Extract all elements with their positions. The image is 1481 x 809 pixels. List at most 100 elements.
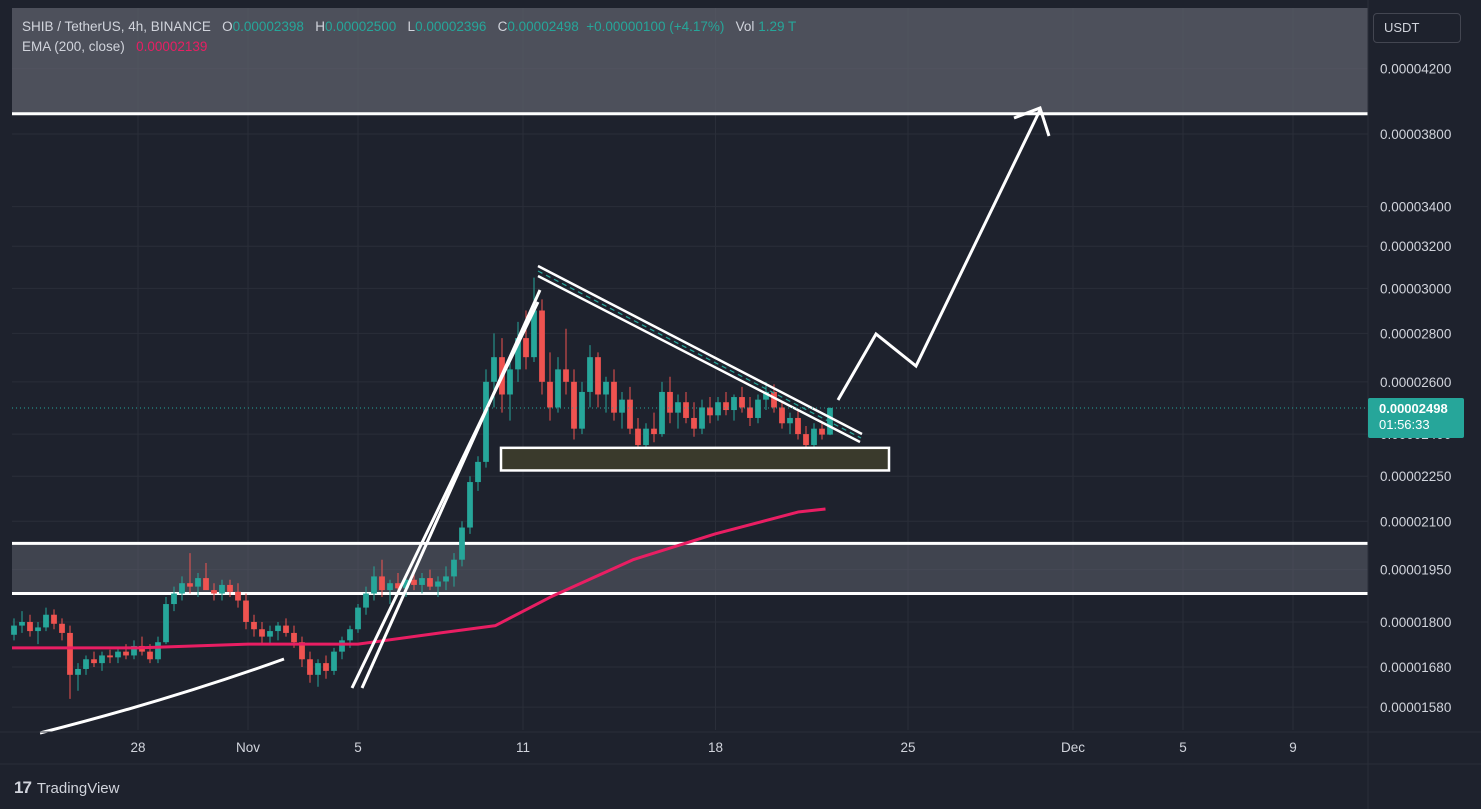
candle-body	[67, 632, 73, 675]
candle-body	[259, 629, 265, 637]
x-tick-label: Dec	[1061, 740, 1085, 755]
candle-body	[187, 583, 193, 587]
candle-body	[203, 578, 209, 591]
y-tick-label: 0.00002100	[1380, 514, 1451, 529]
candle-body	[163, 604, 169, 643]
candle-body	[443, 576, 449, 582]
candle-body	[827, 407, 833, 435]
candle-body	[83, 659, 89, 669]
tradingview-logo[interactable]: 17 TradingView	[14, 777, 119, 799]
descending-trendline-center	[537, 270, 862, 439]
candle-body	[11, 625, 17, 635]
currency-button[interactable]: USDT	[1373, 13, 1461, 43]
candle-body	[635, 428, 641, 446]
candle-body	[131, 645, 137, 656]
candle-body	[123, 651, 129, 656]
candle-body	[43, 614, 49, 628]
legend-low-value: 0.00002396	[415, 19, 487, 34]
candle-body	[243, 600, 249, 622]
candle-body	[179, 583, 185, 594]
x-tick-label: 9	[1289, 740, 1297, 755]
candle-body	[235, 591, 241, 601]
candle-body	[451, 559, 457, 577]
candle-body	[731, 397, 737, 411]
candle-body	[171, 593, 177, 605]
tradingview-logo-mark: 17	[14, 778, 32, 797]
support-zone	[12, 543, 1368, 594]
candle-body	[419, 578, 425, 585]
candle-body	[379, 576, 385, 591]
resistance-zone	[12, 8, 1368, 114]
candle-body	[619, 399, 625, 413]
candle-body	[747, 407, 753, 418]
legend-vol-value: 1.29 T	[758, 19, 797, 34]
candle-body	[723, 402, 729, 411]
y-tick-label: 0.00002250	[1380, 469, 1451, 484]
candle-body	[819, 428, 825, 435]
x-tick-label: 5	[1179, 740, 1187, 755]
candle-body	[307, 659, 313, 675]
y-tick-label: 0.00002800	[1380, 326, 1451, 341]
legend-open-key: O	[222, 19, 233, 34]
uptrend-curve	[39, 657, 285, 735]
candle-body	[91, 659, 97, 664]
x-tick-label: Nov	[236, 740, 260, 755]
candle-body	[331, 651, 337, 671]
candle-body	[803, 434, 809, 446]
candle-body	[563, 369, 569, 382]
candle-body	[587, 357, 593, 392]
x-tick-label: 5	[354, 740, 362, 755]
candle-body	[611, 381, 617, 413]
legend-close-value: 0.00002498	[507, 19, 579, 34]
candle-body	[395, 583, 401, 589]
candle-body	[99, 655, 105, 664]
candle-body	[147, 651, 153, 660]
y-tick-label: 0.00003200	[1380, 239, 1451, 254]
legend-low-key: L	[407, 19, 416, 34]
legend-high-value: 0.00002500	[324, 19, 397, 34]
candle-body	[291, 632, 297, 643]
candle-body	[211, 590, 217, 594]
candle-body	[603, 381, 609, 395]
candle-body	[51, 614, 57, 624]
candle-body	[675, 402, 681, 413]
candle-body	[811, 428, 817, 446]
rising-channel-line-right	[360, 289, 542, 689]
candle-body	[107, 655, 113, 658]
legend-ema-value: 0.00002139	[136, 39, 208, 54]
candle-body	[387, 583, 393, 591]
candle-body	[371, 576, 377, 594]
candle-body	[467, 482, 473, 528]
y-tick-label: 0.00003000	[1380, 281, 1451, 296]
last-price-badge: 0.00002498 01:56:33	[1368, 398, 1464, 438]
candle-body	[643, 428, 649, 446]
candle-body	[115, 651, 121, 658]
candle-body	[691, 417, 697, 429]
candle-body	[355, 607, 361, 630]
support-box	[499, 446, 891, 472]
candle-body	[539, 310, 545, 382]
candle-body	[507, 369, 513, 395]
y-tick-label: 0.00001580	[1380, 700, 1451, 715]
descending-trendline-upper	[537, 264, 863, 436]
legend-ema-label: EMA (200, close)	[22, 39, 125, 54]
candle-body	[427, 578, 433, 587]
last-price-value: 0.00002498	[1379, 401, 1448, 416]
projection-arrowhead	[1013, 106, 1051, 137]
y-tick-label: 0.00002600	[1380, 375, 1451, 390]
candle-body	[579, 391, 585, 429]
ema-200-line	[12, 507, 826, 650]
y-tick-label: 0.00003800	[1380, 127, 1451, 142]
candle-body	[475, 461, 481, 483]
candle-body	[771, 391, 777, 408]
legend-open-value: 0.00002398	[232, 19, 304, 34]
candle-body	[491, 357, 497, 382]
candle-body	[299, 642, 305, 660]
y-tick-label: 0.00001680	[1380, 660, 1451, 675]
candle-body	[683, 402, 689, 418]
candle-body	[707, 407, 713, 416]
candle-body	[787, 417, 793, 424]
legend-vol-key: Vol	[735, 19, 755, 34]
descending-trendline-lower	[537, 274, 861, 444]
